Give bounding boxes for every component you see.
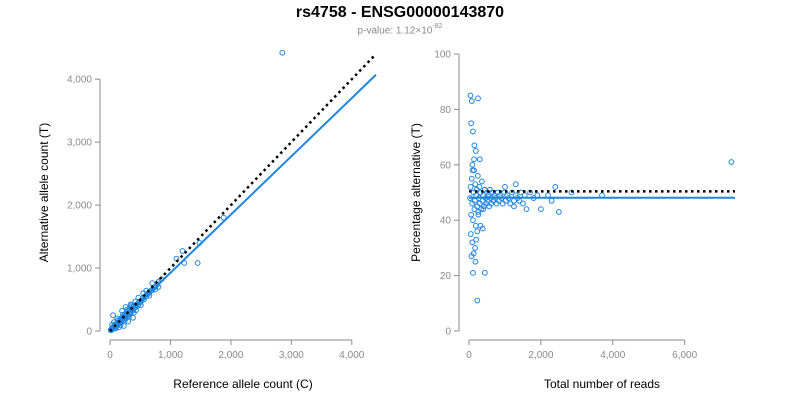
data-point (548, 197, 555, 204)
data-point (468, 253, 475, 260)
data-point (179, 248, 186, 254)
fit-line (109, 74, 377, 332)
data-point (473, 236, 480, 243)
data-point (474, 172, 481, 179)
data-point (476, 156, 483, 163)
x-tick-label: 6,000 (672, 350, 697, 361)
data-point (474, 297, 481, 304)
data-point (509, 189, 516, 196)
data-point (467, 184, 474, 190)
p-value-text: p-value: 1.12×10 (357, 25, 433, 37)
data-point (279, 49, 286, 56)
data-point (476, 184, 483, 190)
data-point (502, 197, 509, 204)
y-tick-label: 80 (440, 105, 452, 116)
data-point (194, 260, 201, 266)
x-tick-label: 4,000 (600, 350, 625, 361)
chart-title: rs4758 - ENSG00000143870 (295, 4, 505, 21)
data-point (469, 161, 476, 168)
data-point (468, 211, 475, 218)
data-point (468, 175, 475, 182)
data-point (472, 181, 479, 188)
data-point (472, 222, 479, 229)
x-axis-title: Reference allele count (C) (173, 377, 312, 391)
data-point (137, 302, 144, 309)
data-point (472, 258, 479, 265)
data-point (470, 269, 476, 276)
x-tick-label: 1,000 (158, 350, 183, 361)
data-point (110, 312, 116, 319)
data-point (527, 189, 534, 196)
y-tick-label: 0 (445, 327, 451, 338)
data-point (568, 189, 575, 196)
data-point (468, 120, 475, 127)
x-tick-label: 0 (107, 350, 113, 361)
y-tick-label: 60 (440, 160, 452, 171)
x-tick-label: 2,000 (218, 350, 243, 361)
data-point (728, 159, 735, 165)
data-point (471, 156, 477, 163)
y-tick-label: 100 (434, 50, 451, 61)
data-point (502, 184, 508, 190)
y-tick-label: 4,000 (67, 75, 92, 86)
data-point (474, 228, 481, 235)
data-point (552, 184, 559, 190)
data-point (117, 322, 124, 329)
data-point (468, 98, 475, 104)
x-tick-label: 3,000 (279, 350, 304, 361)
data-point (512, 181, 519, 188)
data-point (467, 92, 474, 99)
data-point (523, 206, 530, 213)
data-point (480, 206, 487, 213)
x-tick-label: 2,000 (528, 350, 553, 361)
y-tick-label: 40 (440, 216, 452, 227)
data-point (119, 307, 125, 314)
data-point (555, 208, 562, 215)
data-point (507, 200, 514, 207)
data-point (472, 148, 479, 154)
data-point (470, 217, 476, 224)
y-tick-label: 3,000 (67, 138, 92, 149)
data-point (537, 206, 544, 213)
scatter-panel-percentage: 0 2,000 4,000 6,000 0 20 40 60 80 100 Total number… (409, 50, 735, 391)
data-point (121, 323, 127, 329)
p-value-exponent: -82 (432, 23, 443, 30)
x-tick-label: 4,000 (339, 350, 364, 361)
data-point (481, 269, 488, 276)
reference-line (109, 53, 377, 332)
data-point (126, 313, 132, 320)
y-tick-label: 2,000 (67, 201, 92, 212)
data-point (470, 128, 476, 135)
x-axis-title: Total number of reads (544, 377, 660, 391)
chart-subtitle: p-value: 1.12×10-82 (0, 23, 800, 37)
y-tick-label: 1,000 (67, 264, 92, 275)
data-point (479, 225, 486, 232)
y-axis-title: Alternative allele count (T) (37, 123, 51, 262)
data-point (467, 231, 474, 237)
data-point (220, 214, 227, 221)
data-point (471, 167, 477, 174)
data-point (520, 200, 526, 207)
data-point (499, 200, 506, 207)
data-point (471, 142, 478, 149)
data-point (469, 239, 476, 246)
data-point (149, 280, 156, 287)
data-point (475, 211, 482, 218)
data-point (133, 307, 139, 314)
data-point (472, 245, 479, 251)
scatter-panel-allele-counts: 0 1,000 2,000 3,000 4,000 0 1,000 2,000 3,000 4,0… (37, 49, 377, 391)
x-tick-label: 0 (466, 350, 472, 361)
data-point (479, 178, 485, 185)
data-point (475, 95, 481, 102)
y-axis-title: Percentage alternative (T) (409, 123, 423, 262)
y-tick-label: 20 (440, 271, 452, 282)
data-point (511, 203, 517, 210)
y-tick-label: 0 (86, 327, 92, 338)
